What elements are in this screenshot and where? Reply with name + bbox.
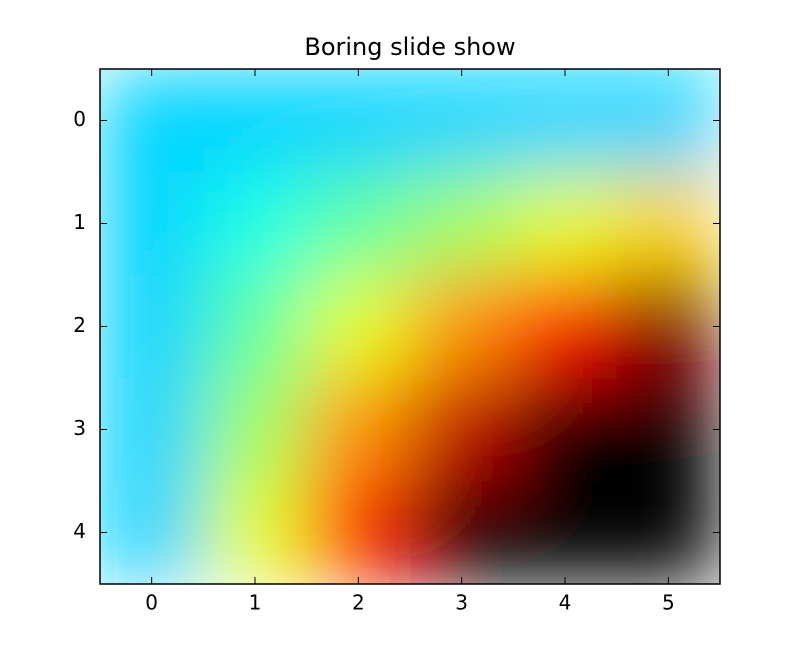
y-tick-label: 2 xyxy=(73,313,86,337)
cell xyxy=(203,378,308,482)
x-tick-label: 3 xyxy=(455,591,468,615)
y-tick-label: 4 xyxy=(73,519,86,543)
cell xyxy=(410,481,514,584)
cell xyxy=(100,69,204,173)
x-tick-label: 1 xyxy=(249,591,262,615)
image xyxy=(100,69,720,584)
y-tick-label: 0 xyxy=(73,107,86,131)
cell xyxy=(306,378,411,482)
x-tick-label: 0 xyxy=(145,591,158,615)
cell xyxy=(616,275,720,379)
cell xyxy=(306,172,411,276)
cell xyxy=(513,69,618,173)
x-tick-label: 2 xyxy=(352,591,365,615)
y-tick-label: 1 xyxy=(73,210,86,234)
cell xyxy=(513,275,618,379)
chart-title: Boring slide show xyxy=(304,33,515,61)
cell xyxy=(616,481,720,584)
cell xyxy=(513,481,618,584)
cell xyxy=(513,378,618,482)
x-tick-label: 5 xyxy=(662,591,675,615)
y-tick-label: 3 xyxy=(73,416,86,440)
cell xyxy=(100,275,204,379)
x-tick-label: 4 xyxy=(559,591,572,615)
cell xyxy=(306,69,411,173)
cell xyxy=(306,275,411,379)
cell xyxy=(306,481,411,584)
cell xyxy=(203,481,308,584)
cell xyxy=(203,172,308,276)
cell xyxy=(203,69,308,173)
cell xyxy=(616,69,720,173)
cell-layer xyxy=(100,69,720,584)
cell xyxy=(410,172,514,276)
cell xyxy=(410,378,514,482)
cell xyxy=(100,378,204,482)
cell xyxy=(616,172,720,276)
cell xyxy=(410,69,514,173)
cell xyxy=(100,481,204,584)
cell xyxy=(616,378,720,482)
cell xyxy=(410,275,514,379)
cell xyxy=(100,172,204,276)
cell xyxy=(203,275,308,379)
cell xyxy=(513,172,618,276)
